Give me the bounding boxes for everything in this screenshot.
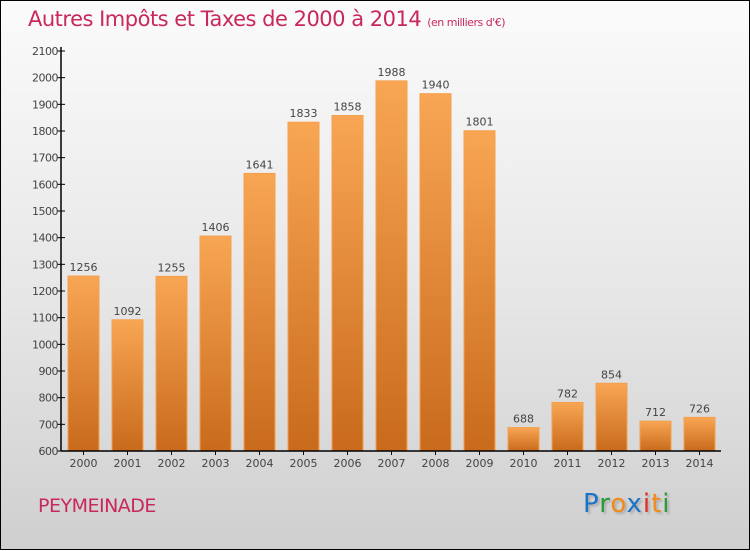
y-tick-label: 800 xyxy=(39,392,59,405)
logo-letter: P xyxy=(583,489,600,519)
logo-letter: o xyxy=(610,489,627,519)
bar-value-label: 1858 xyxy=(334,101,362,114)
bar-value-label: 688 xyxy=(513,413,534,426)
bar-value-label: 726 xyxy=(689,402,710,415)
logo-letter: i xyxy=(662,489,671,519)
x-tick-label: 2014 xyxy=(686,457,714,470)
bar-2007 xyxy=(375,80,408,452)
x-tick-label: 2012 xyxy=(598,457,626,470)
proxiti-logo: Proxiti xyxy=(583,489,671,519)
bar-value-label: 1833 xyxy=(290,107,318,120)
bar-2006 xyxy=(331,115,364,452)
bar-2004 xyxy=(243,172,276,452)
x-tick-label: 2002 xyxy=(158,457,186,470)
y-tick-label: 1800 xyxy=(32,125,58,138)
bar-2001 xyxy=(111,319,144,452)
bar-value-label: 1255 xyxy=(158,261,186,274)
chart-title: Autres Impôts et Taxes de 2000 à 2014 (en… xyxy=(28,7,505,31)
title-text: Autres Impôts et Taxes de 2000 à 2014 xyxy=(28,7,422,31)
bar-2011 xyxy=(551,401,584,452)
logo-letter: x xyxy=(626,489,643,519)
bar-value-label: 1406 xyxy=(202,221,230,234)
logo-letter: i xyxy=(642,489,652,519)
x-tick-label: 2007 xyxy=(378,457,406,470)
y-tick-label: 1400 xyxy=(32,232,58,245)
x-tick-label: 2005 xyxy=(290,457,318,470)
unit-label: (en milliers d'€) xyxy=(427,16,505,29)
bar-value-label: 854 xyxy=(601,368,622,381)
y-tick-label: 1000 xyxy=(32,338,58,351)
bar-value-label: 1641 xyxy=(246,158,274,171)
bar-2010 xyxy=(507,427,540,452)
x-tick-label: 2003 xyxy=(202,457,230,470)
x-tick-label: 2011 xyxy=(554,457,582,470)
y-tick-label: 1300 xyxy=(32,258,58,271)
y-tick-label: 1700 xyxy=(32,152,58,165)
bar-2014 xyxy=(683,416,716,452)
x-tick-label: 2006 xyxy=(334,457,362,470)
bar-2012 xyxy=(595,382,628,452)
logo-letter: t xyxy=(651,489,663,519)
logo-letter: r xyxy=(599,489,611,519)
x-tick-label: 2001 xyxy=(114,457,142,470)
bar-value-label: 1940 xyxy=(422,79,450,92)
bar-2013 xyxy=(639,420,672,452)
x-tick-label: 2008 xyxy=(422,457,450,470)
bar-value-label: 1256 xyxy=(70,261,98,274)
commune-name: PEYMEINADE xyxy=(38,495,156,517)
x-tick-label: 2013 xyxy=(642,457,670,470)
bar-2005 xyxy=(287,121,320,452)
bar-value-label: 782 xyxy=(557,387,578,400)
bar-2008 xyxy=(419,93,452,452)
bar-2003 xyxy=(199,235,232,452)
x-tick-label: 2004 xyxy=(246,457,274,470)
bar-value-label: 1801 xyxy=(466,116,494,129)
x-tick-label: 2000 xyxy=(70,457,98,470)
y-tick-label: 1500 xyxy=(32,205,58,218)
bar-value-label: 1988 xyxy=(378,66,406,79)
bar-value-label: 1092 xyxy=(114,305,142,318)
y-tick-label: 1900 xyxy=(32,98,58,111)
y-tick-label: 600 xyxy=(39,445,59,458)
x-tick-label: 2010 xyxy=(510,457,538,470)
y-tick-label: 1200 xyxy=(32,285,58,298)
bar-2002 xyxy=(155,275,188,452)
y-tick-label: 1600 xyxy=(32,178,58,191)
x-tick-label: 2009 xyxy=(466,457,494,470)
y-tick-label: 900 xyxy=(39,365,59,378)
y-tick-label: 1100 xyxy=(32,312,58,325)
y-tick-label: 700 xyxy=(39,418,59,431)
bar-value-label: 712 xyxy=(645,406,666,419)
bar-2009 xyxy=(463,130,496,452)
y-tick-label: 2000 xyxy=(32,72,58,85)
y-tick-label: 2100 xyxy=(32,45,58,58)
bar-2000 xyxy=(67,275,100,452)
